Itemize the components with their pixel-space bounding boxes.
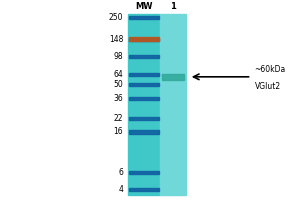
Bar [128, 14, 160, 195]
Bar [129, 16, 159, 19]
Text: 22: 22 [114, 114, 123, 123]
Text: VGlut2: VGlut2 [254, 82, 280, 91]
Bar [129, 55, 159, 58]
Bar [129, 83, 159, 86]
Bar [129, 130, 159, 134]
Bar [162, 74, 184, 80]
Text: 50: 50 [113, 80, 123, 89]
Text: 16: 16 [113, 127, 123, 136]
Bar [129, 97, 159, 100]
Text: 36: 36 [113, 94, 123, 103]
Bar [129, 37, 159, 41]
Text: 4: 4 [118, 185, 123, 194]
Bar [129, 171, 159, 174]
Text: ~60kDa: ~60kDa [254, 65, 286, 74]
Bar [160, 14, 186, 195]
Bar [129, 38, 159, 41]
Bar [129, 117, 159, 120]
Text: 64: 64 [113, 70, 123, 79]
Bar [129, 188, 159, 191]
Bar [129, 73, 159, 76]
Text: 6: 6 [118, 168, 123, 177]
Text: 1: 1 [170, 2, 176, 11]
Text: 98: 98 [113, 52, 123, 61]
Text: 250: 250 [109, 13, 123, 22]
Text: 148: 148 [109, 35, 123, 44]
Text: MW: MW [135, 2, 153, 11]
